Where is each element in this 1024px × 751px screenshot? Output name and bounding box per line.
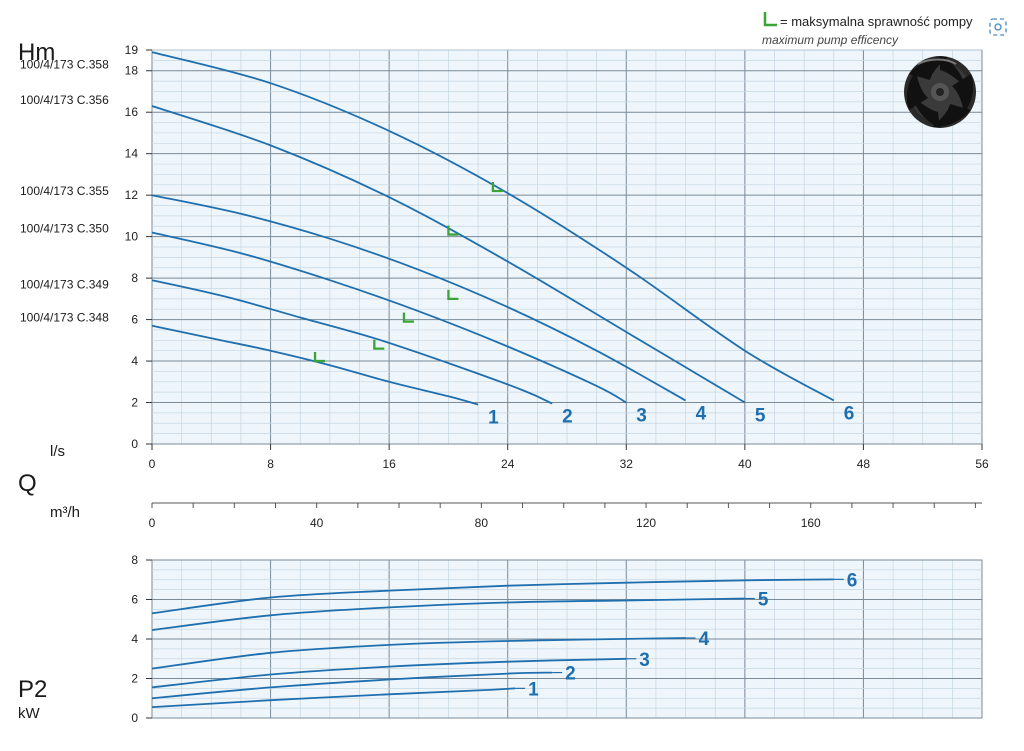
- head-curve-label-1: 1: [488, 408, 499, 429]
- power-curve-1: [151, 687, 516, 708]
- head-tick-label: 4: [131, 354, 138, 368]
- m3h-tick-label: 160: [801, 516, 821, 530]
- power-tick-label: 2: [131, 672, 138, 686]
- m3h-tick-label: 120: [636, 516, 656, 530]
- power-curve-2: [151, 671, 553, 700]
- power-curve-label-4: 4: [699, 629, 710, 650]
- power-y-ticks: 0 2 4 6 8: [131, 553, 152, 725]
- head-curves: [151, 51, 835, 406]
- legend-subtext: maximum pump efficency: [762, 33, 899, 47]
- head-curve-3: [151, 231, 627, 404]
- flow-tick-label: 48: [857, 457, 871, 471]
- model-label: 100/4/173 C.348: [20, 311, 109, 325]
- flow-tick-label: 56: [975, 457, 989, 471]
- head-tick-label: 12: [125, 188, 139, 202]
- power-axis-title: P2: [18, 676, 47, 703]
- head-tick-label: 10: [125, 230, 139, 244]
- efficiency-markers: [313, 182, 503, 363]
- head-tick-label: 16: [125, 105, 139, 119]
- power-chart-grid: [151, 559, 983, 719]
- head-tick-label: 14: [125, 147, 139, 161]
- flow-tick-label: 40: [738, 457, 752, 471]
- flow-x-ticks: 0 8 16 24 32 40 48 56: [149, 444, 989, 471]
- power-tick-label: 6: [131, 593, 138, 607]
- power-curve-label-5: 5: [758, 590, 769, 611]
- efficiency-marker-icon: [491, 182, 503, 193]
- head-tick-label: 18: [125, 64, 139, 78]
- m3h-axis: 0 40 80 120 160: [149, 502, 982, 530]
- model-label: 100/4/173 C.350: [20, 221, 109, 235]
- head-y-ticks: 0 2 4 6 8 10 12 14 16 18 19: [125, 43, 152, 451]
- power-tick-label: 4: [131, 632, 138, 646]
- power-curve-6: [151, 578, 834, 615]
- screenshot-icon[interactable]: [989, 18, 1007, 36]
- flow-tick-label: 32: [620, 457, 634, 471]
- power-curve-3: [151, 657, 627, 689]
- efficiency-marker-icon: [313, 352, 326, 363]
- power-curves: [151, 578, 834, 708]
- efficiency-marker-icon: [763, 12, 777, 27]
- power-chart: 0 2 4 6 8 1 2 3 4 5 6: [131, 553, 983, 725]
- efficiency-marker-icon: [447, 225, 459, 236]
- model-label: 100/4/173 C.355: [20, 184, 109, 198]
- legend-text: = maksymalna sprawność pompy: [780, 14, 973, 29]
- efficiency-marker-icon: [373, 339, 385, 350]
- flow-ls-axis-title: l/s: [50, 443, 65, 460]
- power-curve-label-6: 6: [847, 570, 858, 591]
- model-label: 100/4/173 C.349: [20, 277, 109, 291]
- legend: = maksymalna sprawność pompy maximum pum…: [762, 12, 973, 47]
- model-label: 100/4/173 C.356: [20, 93, 109, 107]
- head-curve-label-6: 6: [844, 403, 855, 424]
- m3h-tick-label: 80: [475, 516, 489, 530]
- flow-tick-label: 24: [501, 457, 515, 471]
- head-curve-label-2: 2: [562, 407, 573, 428]
- impeller-icon: [904, 56, 976, 128]
- m3h-tick-label: 0: [149, 516, 156, 530]
- flow-tick-label: 0: [149, 457, 156, 471]
- m3h-tick-label: 40: [310, 516, 324, 530]
- power-curve-label-2: 2: [565, 664, 576, 685]
- efficiency-marker-icon: [447, 289, 459, 300]
- head-chart-grid: [151, 49, 983, 445]
- efficiency-marker-icon: [402, 312, 414, 323]
- power-tick-label: 8: [131, 553, 138, 567]
- model-label: 100/4/173 C.358: [20, 58, 109, 72]
- flow-tick-label: 8: [267, 457, 274, 471]
- head-curve-label-4: 4: [696, 403, 707, 424]
- head-curve-4: [151, 194, 687, 402]
- q-axis-title: Q: [18, 470, 37, 497]
- head-tick-label: 6: [131, 313, 138, 327]
- head-tick-label: 2: [131, 396, 138, 410]
- head-tick-label: 8: [131, 271, 138, 285]
- head-curve-label-5: 5: [755, 406, 766, 427]
- power-curve-5: [151, 597, 745, 631]
- head-curve-2: [151, 279, 553, 405]
- power-unit-title: kW: [18, 705, 41, 722]
- head-curve-labels: 1 2 3 4 5 6: [488, 403, 854, 428]
- power-curve-labels: 1 2 3 4 5 6: [515, 570, 857, 700]
- head-tick-label: 19: [125, 43, 139, 57]
- power-tick-label: 0: [131, 711, 138, 725]
- flow-m3h-axis-title: m³/h: [50, 504, 80, 521]
- head-curve-6: [151, 51, 835, 402]
- model-labels: 100/4/173 C.358 100/4/173 C.356 100/4/173 …: [20, 58, 109, 325]
- flow-tick-label: 16: [382, 457, 396, 471]
- head-curve-label-3: 3: [636, 406, 647, 427]
- power-curve-label-1: 1: [528, 679, 539, 700]
- power-curve-4: [151, 637, 686, 670]
- head-tick-label: 0: [131, 437, 138, 451]
- head-axis-title: Hm: [18, 39, 55, 66]
- head-curve-1: [151, 324, 479, 406]
- power-curve-label-3: 3: [639, 650, 650, 671]
